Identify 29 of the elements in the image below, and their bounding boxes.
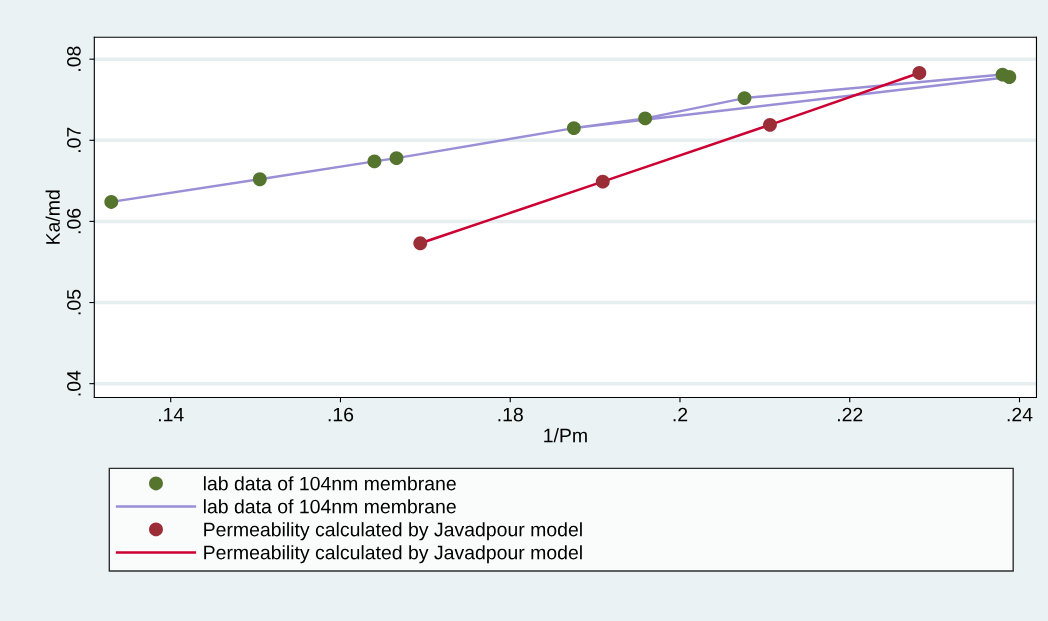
point (566, 121, 581, 136)
x-tick-label: .24 (1007, 407, 1033, 422)
x-tick-label: .16 (328, 407, 354, 422)
x-axis-title: 1/Pm (544, 428, 587, 443)
y-tick-label: .07 (66, 127, 81, 153)
point (595, 174, 610, 189)
point (737, 91, 752, 106)
y-tick-label: .08 (66, 46, 81, 71)
x-tick-label: .2 (673, 407, 688, 422)
legend-label: Permeability calculated by Javadpour model (204, 545, 582, 564)
point (763, 117, 777, 132)
point (912, 66, 927, 80)
y-tick-label: .05 (66, 289, 81, 315)
x-tick-label: .18 (498, 407, 523, 422)
point (252, 172, 267, 187)
x-tick-label: .22 (838, 407, 863, 422)
y-tick-label: .04 (66, 370, 81, 396)
point (1002, 70, 1017, 84)
point (389, 151, 404, 166)
y-axis-title: Ka/md (45, 190, 60, 244)
point (104, 194, 119, 209)
x-tick-label: .14 (158, 407, 184, 422)
point (413, 236, 428, 251)
point (638, 111, 653, 126)
legend-label: lab data of 104nm membrane (203, 476, 456, 491)
legend-label: lab data of 104nm membrane (203, 499, 456, 514)
y-tick-label: .06 (66, 208, 81, 234)
point (367, 154, 382, 169)
legend-label: Permeability calculated by Javadpour model (204, 522, 582, 541)
